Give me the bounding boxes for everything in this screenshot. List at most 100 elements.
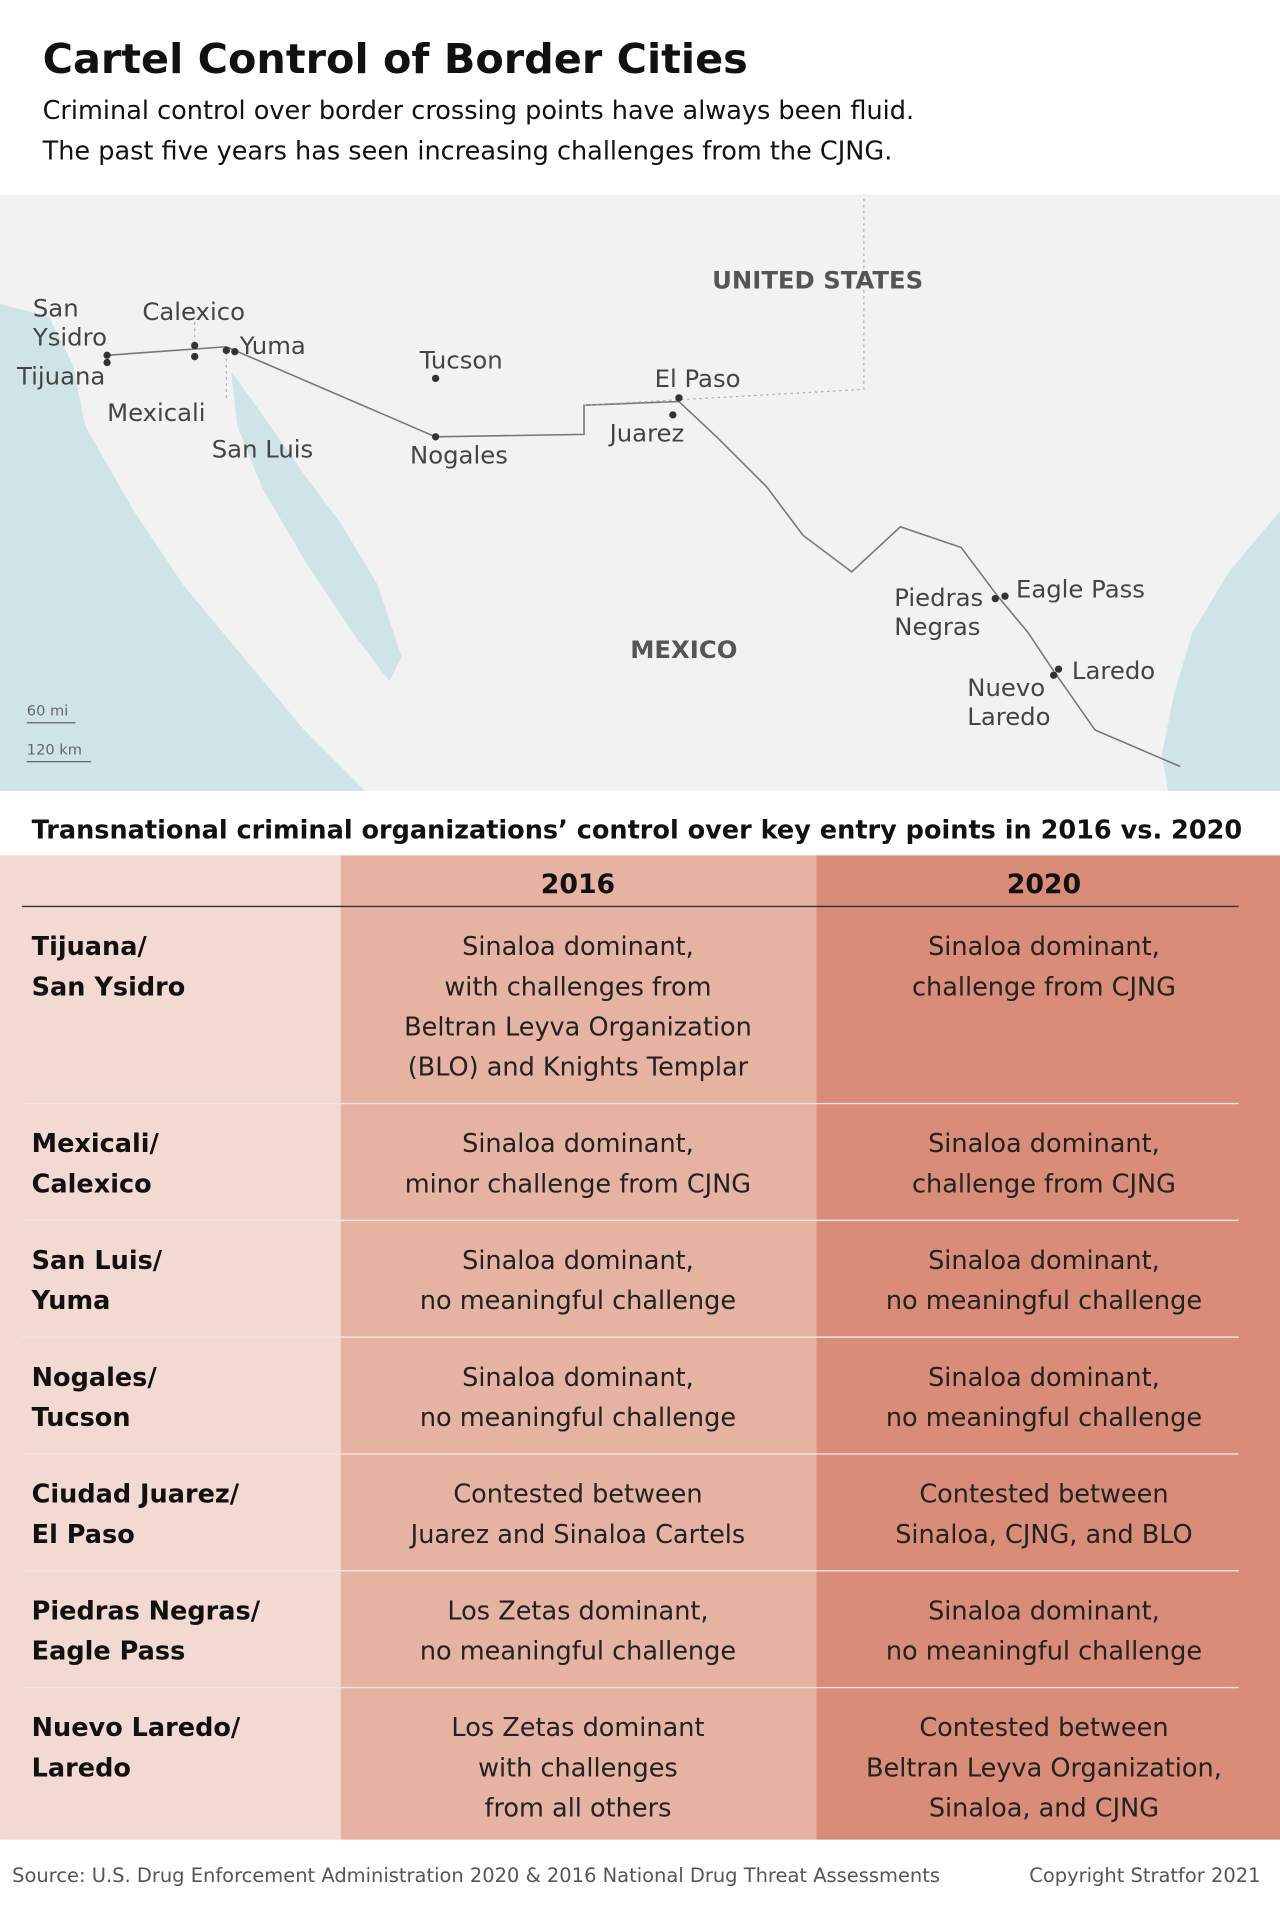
city-label: San Luis <box>212 434 313 463</box>
table-cell: Sinaloa, and CJNG <box>929 1794 1159 1824</box>
city-label: Negras <box>894 612 980 641</box>
copyright: Copyright Stratfor 2021 <box>1029 1864 1260 1887</box>
table-cell: Sinaloa dominant, <box>462 1246 694 1276</box>
city-label: Juarez <box>608 419 685 448</box>
column-header: 2020 <box>1007 869 1081 900</box>
city-label: Tucson <box>419 346 503 375</box>
city-label: San <box>33 293 79 322</box>
row-label: Nuevo Laredo/ <box>32 1713 241 1743</box>
table-cell: Los Zetas dominant <box>451 1713 704 1743</box>
city-label: Piedras <box>894 583 983 612</box>
city-label: Nuevo <box>967 673 1045 702</box>
city-dots <box>103 341 1063 679</box>
table-cell: challenge from CJNG <box>912 1169 1176 1199</box>
table-cell: Sinaloa dominant, <box>928 1246 1160 1276</box>
table-cell: Sinaloa dominant, <box>928 932 1160 962</box>
table-cell: from all others <box>484 1794 671 1824</box>
city-dot <box>191 341 199 350</box>
table-cell: with challenges <box>478 1753 678 1783</box>
city-dot <box>103 358 111 367</box>
table-cell: with challenges from <box>444 972 711 1002</box>
city-dot <box>675 394 683 402</box>
table-cell: no meaningful challenge <box>886 1286 1202 1316</box>
table-cell: Sinaloa dominant, <box>462 932 694 962</box>
table-cell: no meaningful challenge <box>886 1403 1202 1433</box>
column-header: 2016 <box>541 869 615 900</box>
row-label: Piedras Negras/ <box>32 1596 261 1626</box>
city-dot <box>991 594 999 603</box>
city-label: Laredo <box>967 702 1050 731</box>
source: Source: U.S. Drug Enforcement Administra… <box>12 1864 940 1887</box>
gulf-of-california <box>231 371 402 682</box>
column-2016 <box>340 855 817 1840</box>
city-dot <box>222 346 230 355</box>
texts: Cartel Control of Border Cities Criminal … <box>12 35 1260 1887</box>
city-dot <box>431 433 440 441</box>
table-cell: Beltran Leyva Organization, <box>866 1753 1222 1783</box>
row-label: Tucson <box>32 1403 131 1433</box>
table-title: Transnational criminal organizations’ co… <box>32 815 1243 845</box>
table-cell: no meaningful challenge <box>420 1286 736 1316</box>
city-label: Calexico <box>142 297 245 326</box>
table-cell: Sinaloa dominant, <box>462 1129 694 1159</box>
table-cell: Contested between <box>919 1480 1168 1510</box>
title: Cartel Control of Border Cities <box>43 35 748 83</box>
city-label: El Paso <box>655 364 741 393</box>
table-cell: Sinaloa dominant, <box>928 1129 1160 1159</box>
table-cell: Los Zetas dominant, <box>447 1596 708 1626</box>
row-label: Eagle Pass <box>32 1637 186 1667</box>
table-cell: Sinaloa, CJNG, and BLO <box>895 1520 1192 1550</box>
label-column <box>0 855 341 1840</box>
scale-label: 120 km <box>27 741 82 758</box>
city-label: Tijuana <box>16 361 105 390</box>
table-cell: Sinaloa dominant, <box>462 1363 694 1393</box>
table-cell: Sinaloa dominant, <box>928 1596 1160 1626</box>
row-label: Calexico <box>32 1169 152 1199</box>
city-label: Mexicali <box>107 398 205 427</box>
map <box>0 194 1280 791</box>
row-label: Laredo <box>32 1753 131 1783</box>
table-cell: no meaningful challenge <box>886 1637 1202 1667</box>
row-label: Ciudad Juarez/ <box>32 1480 240 1510</box>
city-dot <box>669 411 677 419</box>
city-dot <box>1054 665 1063 673</box>
city-label: Eagle Pass <box>1016 574 1145 603</box>
table-cell: no meaningful challenge <box>420 1403 736 1433</box>
city-dot <box>1050 671 1058 679</box>
table-cell: (BLO) and Knights Templar <box>408 1053 749 1083</box>
city-label: Laredo <box>1072 656 1155 685</box>
city-label: Nogales <box>410 441 508 470</box>
city-label: Ysidro <box>32 323 107 352</box>
row-label: Yuma <box>31 1286 111 1316</box>
row-label: Tijuana/ <box>32 932 148 962</box>
city-dot <box>431 374 440 383</box>
row-label: San Luis/ <box>32 1246 163 1276</box>
table-cell: challenge from CJNG <box>912 972 1176 1002</box>
row-label: Mexicali/ <box>32 1129 160 1159</box>
table-cell: Beltran Leyva Organization <box>404 1012 752 1042</box>
subtitle: Criminal control over border crossing po… <box>43 96 915 126</box>
border-line <box>107 345 1181 768</box>
table-cell: Sinaloa dominant, <box>928 1363 1160 1393</box>
row-label: Nogales/ <box>32 1363 158 1393</box>
table-cell: Juarez and Sinaloa Cartels <box>409 1520 746 1550</box>
row-label: San Ysidro <box>32 972 186 1002</box>
country-label: MEXICO <box>630 635 737 664</box>
city-label: Yuma <box>239 331 306 360</box>
table-cell: Contested between <box>919 1713 1168 1743</box>
table-cell: Contested between <box>453 1480 702 1510</box>
country-label: UNITED STATES <box>712 265 923 294</box>
city-dot <box>231 347 239 356</box>
scale-label: 60 mi <box>27 702 68 719</box>
subtitle: The past five years has seen increasing … <box>42 136 893 166</box>
city-dot <box>191 352 199 361</box>
city-dot <box>1001 592 1009 600</box>
pacific-ocean <box>0 304 366 791</box>
gulf-of-mexico <box>1161 511 1280 791</box>
table-cell: minor challenge from CJNG <box>405 1169 751 1199</box>
city-dot <box>103 351 111 359</box>
column-2020 <box>816 855 1280 1840</box>
table-cell: no meaningful challenge <box>420 1637 736 1667</box>
